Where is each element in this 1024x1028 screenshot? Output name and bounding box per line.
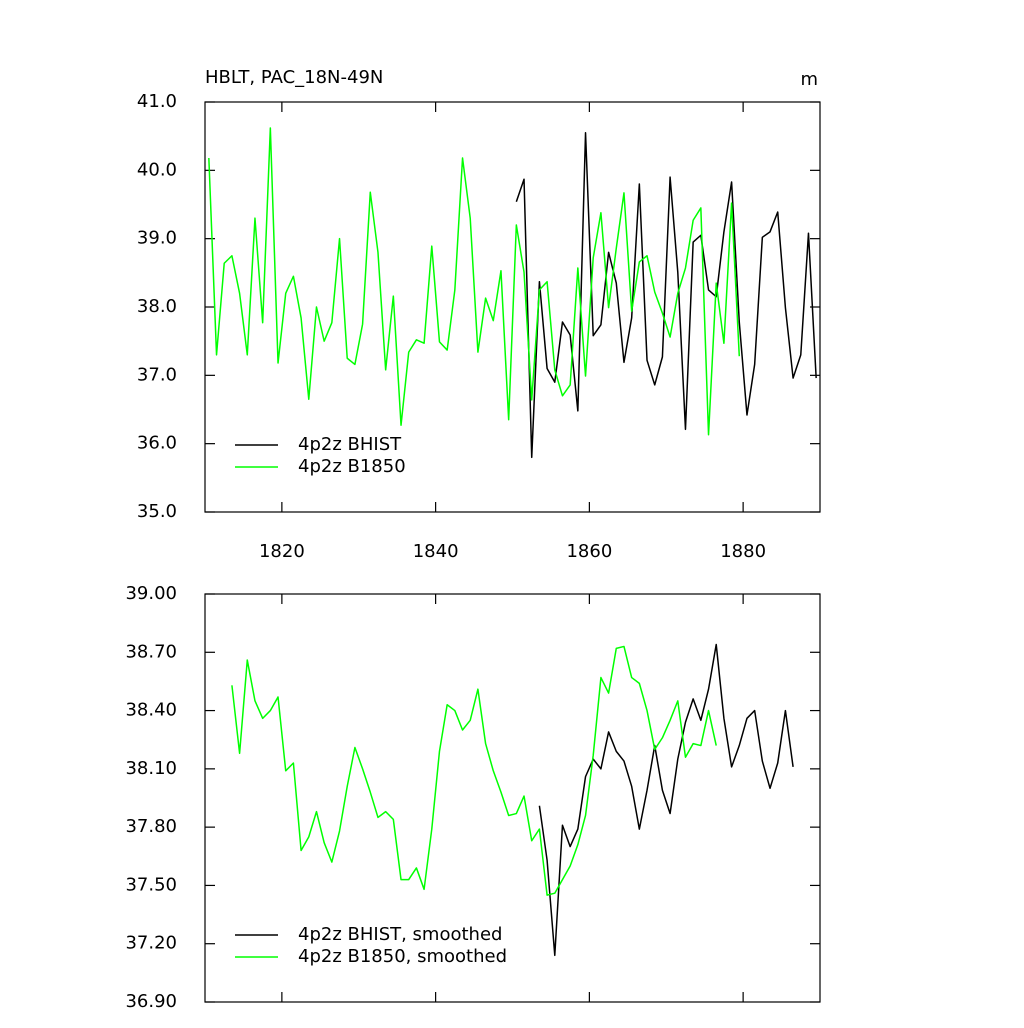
y-tick-label: 38.40 [125,700,177,721]
y-tick-label: 37.80 [125,816,177,837]
x-tick-label: 1840 [413,541,459,562]
series-line [231,645,717,896]
y-tick-label: 39.0 [137,228,177,249]
legend-label: 4p2z BHIST [298,434,402,455]
y-tick-label: 37.20 [125,933,177,954]
plot-frame [204,593,821,1003]
y-tick-label: 40.0 [137,159,177,180]
y-tick-label: 35.0 [137,501,177,522]
y-tick-label: 38.10 [125,758,177,779]
y-tick-label: 39.00 [125,583,177,604]
y-tick-label: 38.70 [125,641,177,662]
legend-label: 4p2z B1850, smoothed [298,946,507,967]
series-line [515,132,817,459]
chart-title: HBLT, PAC_18N-49N [205,67,383,88]
x-tick-label: 1820 [259,541,305,562]
y-tick-label: 36.0 [137,433,177,454]
y-tick-label: 37.0 [137,364,177,385]
y-tick-label: 38.0 [137,296,177,317]
legend-label: 4p2z BHIST, smoothed [298,924,502,945]
units-label: m [800,69,818,90]
x-tick-label: 1880 [720,541,766,562]
series-line [538,643,794,957]
y-tick-label: 37.50 [125,874,177,895]
y-tick-label: 41.0 [137,91,177,112]
y-tick-label: 36.90 [125,991,177,1012]
legend-label: 4p2z B1850 [298,456,406,477]
series-line [208,127,741,436]
x-tick-label: 1860 [566,541,612,562]
